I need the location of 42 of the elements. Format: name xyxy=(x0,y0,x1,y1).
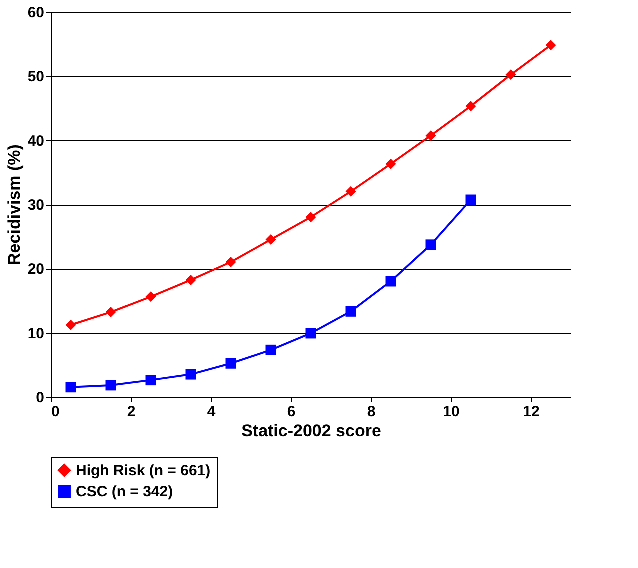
point xyxy=(66,320,76,330)
y-tick-label: 40 xyxy=(28,132,44,150)
x-tick-label: 6 xyxy=(287,404,296,420)
point xyxy=(466,101,476,112)
point xyxy=(346,306,356,317)
point xyxy=(226,257,236,268)
x-tick-label: 2 xyxy=(127,404,136,420)
x-tick-label: 10 xyxy=(443,404,460,420)
y-tick-label: 0 xyxy=(36,390,44,406)
point xyxy=(146,292,156,302)
point xyxy=(186,274,196,286)
point xyxy=(306,212,316,223)
point xyxy=(386,158,396,170)
point xyxy=(106,380,116,391)
point xyxy=(266,344,276,356)
y-tick-label: 30 xyxy=(28,197,44,214)
point xyxy=(466,194,476,206)
point xyxy=(346,186,356,197)
legend-label: CSC (n = 342) xyxy=(76,484,174,500)
point xyxy=(66,382,76,393)
x-axis-title: Static-2002 score xyxy=(242,422,382,440)
point xyxy=(266,234,276,246)
x-tick-label: 0 xyxy=(52,404,60,420)
x-tick-label: 4 xyxy=(207,404,216,420)
y-tick-label: 60 xyxy=(28,4,44,22)
point xyxy=(226,358,236,369)
legend-label: High Risk (n = 661) xyxy=(76,462,211,480)
y-tick-label: 10 xyxy=(28,325,44,342)
point xyxy=(146,375,156,386)
point xyxy=(306,328,316,339)
point xyxy=(426,130,436,142)
point xyxy=(546,40,556,51)
point xyxy=(186,369,196,380)
y-axis-title: Recidivism (%) xyxy=(4,144,24,266)
x-tick-label: 12 xyxy=(523,404,540,420)
point xyxy=(506,70,516,80)
point xyxy=(106,307,116,318)
y-tick-label: 50 xyxy=(28,68,44,86)
point xyxy=(386,276,396,287)
x-tick-label: 8 xyxy=(367,404,376,420)
point xyxy=(426,240,436,250)
y-tick-label: 20 xyxy=(28,261,44,278)
